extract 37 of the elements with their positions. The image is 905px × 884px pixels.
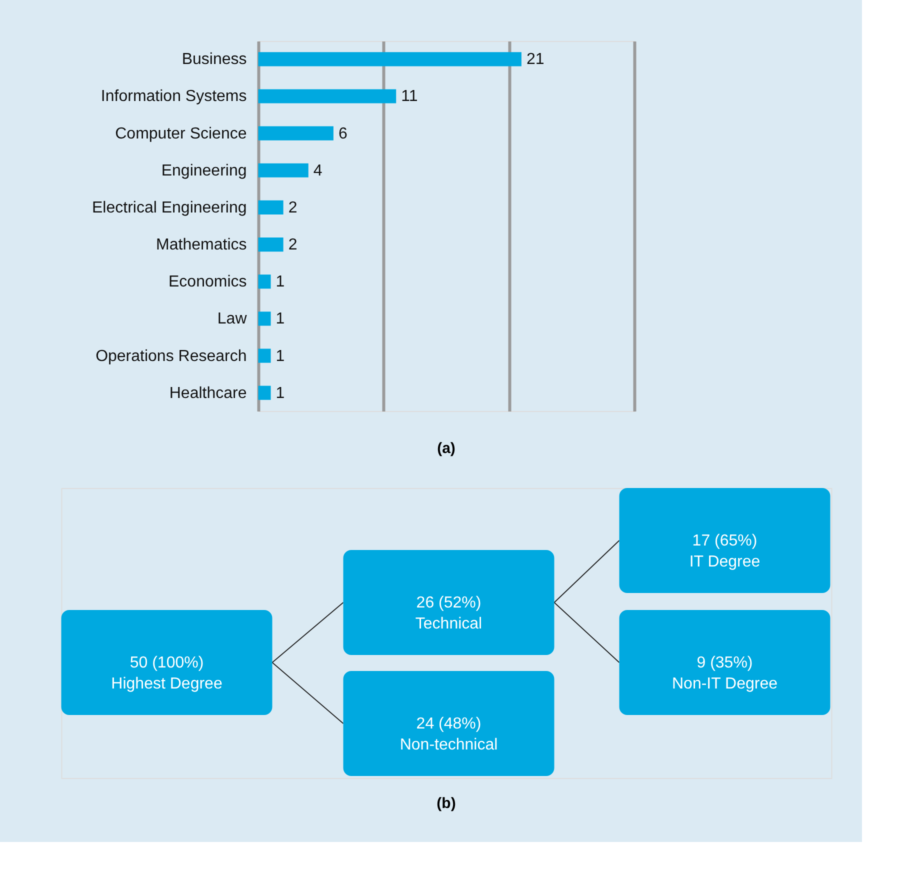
data-label: 2 (288, 199, 298, 216)
data-label: 1 (276, 310, 285, 328)
y-tick-label: Electrical Engineering (92, 199, 247, 216)
bar (258, 312, 271, 326)
text: 9 (35%) Non-IT Degree (672, 654, 778, 692)
y-tick-label: Engineering (161, 162, 247, 180)
text: (b) (436, 795, 456, 812)
text: 17 (65%) IT Degree (689, 532, 760, 570)
text: 50 (100%) Highest Degree (111, 654, 222, 692)
data-label: 21 (526, 51, 544, 68)
data-label: 1 (276, 384, 285, 402)
bar (258, 386, 271, 400)
bar (258, 126, 334, 140)
data-label: 1 (276, 274, 285, 291)
text: 24 (48%) Non-technical (400, 716, 498, 754)
data-label: 1 (276, 348, 285, 365)
data-label: 6 (338, 125, 348, 142)
y-tick-label: Information Systems (100, 88, 247, 106)
bar (258, 348, 271, 363)
bar (258, 200, 284, 215)
text: 26 (52%) Technical (415, 594, 482, 632)
y-tick-label: Computer Science (115, 125, 247, 142)
y-tick-label: Law (217, 310, 248, 328)
y-tick-label: Healthcare (169, 384, 247, 402)
data-label: 11 (401, 88, 418, 106)
data-label: 4 (313, 162, 322, 180)
y-tick-label: Business (182, 51, 247, 68)
data-label: 2 (288, 236, 298, 254)
text: (a) (437, 440, 456, 457)
bar (258, 237, 284, 252)
bar (258, 89, 396, 104)
bar (258, 274, 271, 289)
y-tick-label: Mathematics (156, 236, 247, 254)
y-tick-label: Economics (168, 274, 247, 291)
bar (258, 52, 522, 66)
bar (258, 163, 308, 178)
y-tick-label: Operations Research (96, 348, 247, 365)
